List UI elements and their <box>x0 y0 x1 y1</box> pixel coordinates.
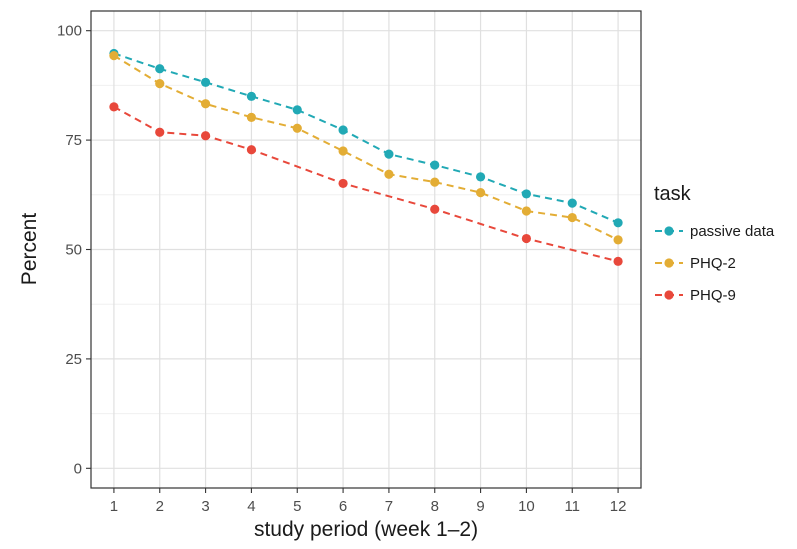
legend-item-phq-2: PHQ-2 <box>655 255 736 272</box>
data-point-phq-9 <box>246 145 257 155</box>
data-point-phq-2 <box>567 212 577 223</box>
legend-title: task <box>654 183 692 205</box>
data-point-phq-2 <box>430 177 440 187</box>
legend-label: PHQ-9 <box>690 287 736 304</box>
y-tick-label: 100 <box>57 23 82 40</box>
y-tick-label: 50 <box>65 242 82 259</box>
series-phq-9 <box>109 102 623 266</box>
data-point-phq-2 <box>384 169 394 179</box>
data-point-phq-2 <box>338 146 348 156</box>
data-point-phq-2 <box>292 123 302 133</box>
x-tick-label: 11 <box>564 498 580 515</box>
legend: task passive data PHQ-2 PHQ-9 <box>654 183 775 304</box>
series-phq-2 <box>109 51 623 245</box>
data-point-phq-9 <box>430 204 440 214</box>
data-point-passive-data <box>200 77 211 87</box>
legend-item-phq-9: PHQ-9 <box>655 287 736 304</box>
x-tick-label: 10 <box>518 498 535 515</box>
data-point-passive-data <box>613 218 623 228</box>
x-tick-label: 1 <box>110 498 118 515</box>
x-tick-label: 8 <box>431 498 439 515</box>
data-point-phq-2 <box>613 235 623 245</box>
series-line-phq-9 <box>113 105 619 263</box>
data-point-phq-2 <box>475 188 486 198</box>
y-tick-label: 25 <box>65 351 82 368</box>
data-point-passive-data <box>292 105 302 115</box>
x-tick-label: 9 <box>476 498 484 515</box>
data-point-phq-2 <box>521 206 532 216</box>
data-point-phq-9 <box>200 131 211 141</box>
y-tick-label: 0 <box>74 460 82 477</box>
data-point-passive-data <box>338 125 348 135</box>
data-point-passive-data <box>384 149 394 159</box>
x-axis: 1 2 3 4 5 6 7 8 9 10 11 12 <box>110 488 627 515</box>
legend-label: passive data <box>690 223 775 240</box>
data-point-phq-9 <box>109 102 119 112</box>
legend-key-point <box>664 226 674 236</box>
series-layer <box>109 48 623 266</box>
legend-key-point <box>664 258 674 268</box>
y-axis: 0 25 50 75 100 <box>57 23 91 477</box>
x-tick-label: 12 <box>610 498 627 515</box>
x-tick-label: 7 <box>385 498 393 515</box>
data-point-passive-data <box>155 64 165 74</box>
data-point-passive-data <box>246 91 257 101</box>
data-point-phq-2 <box>246 112 257 122</box>
x-tick-label: 2 <box>156 498 164 515</box>
x-tick-label: 6 <box>339 498 347 515</box>
data-point-passive-data <box>475 172 486 182</box>
y-tick-label: 75 <box>65 132 82 149</box>
x-tick-label: 4 <box>247 498 255 515</box>
x-tick-label: 3 <box>201 498 209 515</box>
data-point-phq-2 <box>200 99 211 109</box>
data-point-passive-data <box>521 189 532 199</box>
grid-lines <box>91 11 641 488</box>
data-point-phq-2 <box>155 79 165 89</box>
data-point-phq-9 <box>338 178 348 189</box>
data-point-passive-data <box>430 160 440 170</box>
data-point-phq-2 <box>109 51 119 61</box>
data-point-passive-data <box>567 198 577 208</box>
x-axis-title: study period (week 1–2) <box>254 518 478 541</box>
legend-label: PHQ-2 <box>690 255 736 272</box>
series-line-passive-data <box>113 52 619 224</box>
legend-item-passive-data: passive data <box>655 223 775 240</box>
y-axis-title: Percent <box>18 213 41 286</box>
legend-key-point <box>664 290 674 300</box>
data-point-phq-9 <box>155 127 165 137</box>
data-point-phq-9 <box>521 233 532 244</box>
data-point-phq-9 <box>613 256 623 266</box>
x-tick-label: 5 <box>293 498 301 515</box>
